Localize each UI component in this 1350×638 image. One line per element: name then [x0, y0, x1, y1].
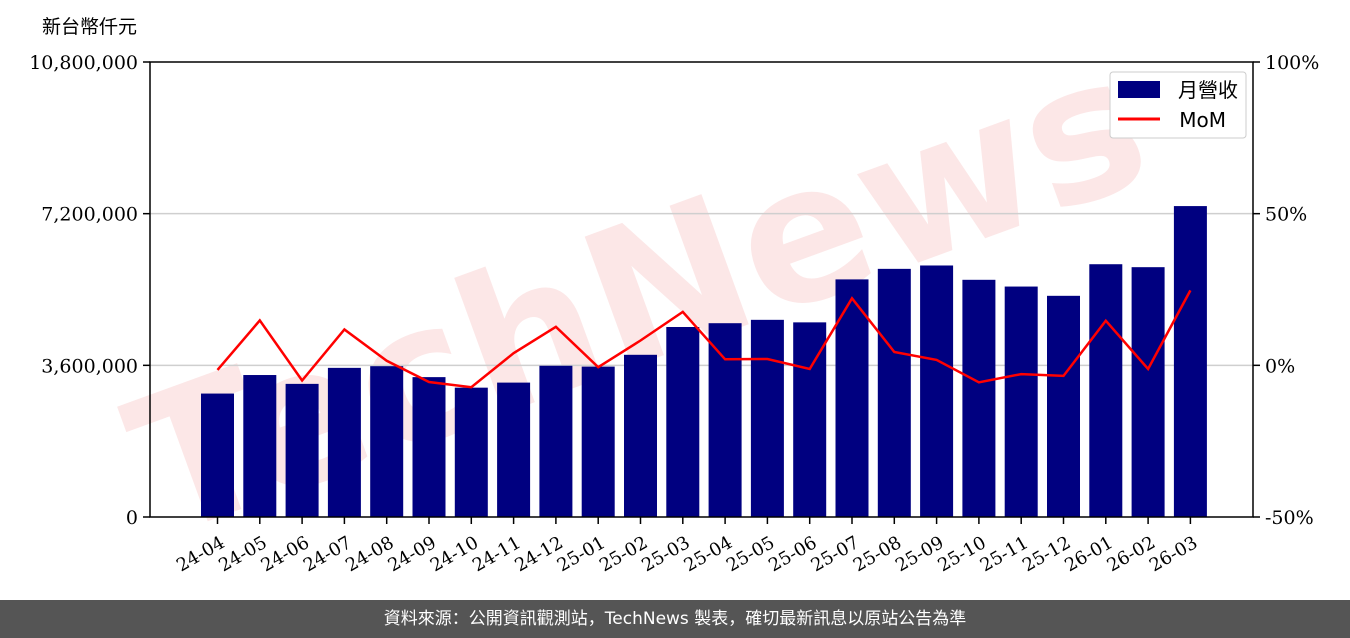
bar-24-11	[497, 382, 531, 517]
bar-24-07	[327, 367, 361, 517]
bar-24-10	[454, 387, 488, 517]
bar-25-08	[877, 268, 911, 517]
bar-series	[201, 206, 1207, 518]
bar-25-02	[624, 354, 657, 517]
bar-25-06	[793, 322, 827, 517]
y-unit-label: 新台幣仟元	[42, 16, 137, 38]
bar-25-05	[750, 319, 784, 517]
mom-line	[216, 289, 1192, 389]
bar-25-11	[1004, 286, 1038, 517]
bar-25-04	[708, 323, 742, 517]
y-right-tick-label-2: 50%	[1265, 204, 1307, 226]
legend-label-revenue: 月營收	[1178, 78, 1238, 102]
legend-label-mom: MoM	[1179, 108, 1226, 132]
plot-frame	[149, 61, 1254, 518]
chart: TechNews 03,600,0007,200,00010,800,000-5…	[29, 10, 1319, 579]
y-left-tick-label-3: 10,800,000	[29, 52, 138, 74]
bar-24-04	[201, 393, 234, 517]
x-tick-label-26-03: 26-03	[1146, 532, 1201, 576]
footer-source-note: 資料來源：公開資訊觀測站，TechNews 製表，確切最新訊息以原站公告為準	[0, 600, 1350, 638]
bar-24-12	[539, 365, 573, 517]
bar-25-03	[666, 326, 700, 517]
bar-24-05	[243, 375, 277, 517]
legend-bar-swatch	[1118, 81, 1160, 98]
bar-25-12	[1047, 295, 1080, 517]
y-left-tick-label-2: 7,200,000	[41, 204, 138, 226]
bar-24-09	[412, 377, 446, 517]
y-right-tick-label-0: -50%	[1265, 507, 1314, 529]
y-left-tick-label-0: 0	[126, 507, 138, 529]
legend: 月營收 MoM	[1109, 71, 1247, 139]
bar-25-07	[835, 279, 869, 517]
y-left-tick-label-1: 3,600,000	[41, 355, 138, 377]
bar-26-03	[1173, 206, 1207, 518]
bar-25-09	[920, 265, 954, 517]
mom-line-series	[216, 289, 1192, 389]
y-right-tick-label-3: 100%	[1265, 52, 1319, 74]
y-right-tick-label-1: 0%	[1265, 355, 1295, 377]
bar-26-01	[1089, 264, 1123, 517]
bar-26-02	[1131, 267, 1165, 517]
bar-24-06	[285, 383, 319, 517]
bar-25-10	[962, 279, 996, 517]
bar-25-01	[581, 366, 615, 517]
bar-24-08	[370, 366, 404, 517]
